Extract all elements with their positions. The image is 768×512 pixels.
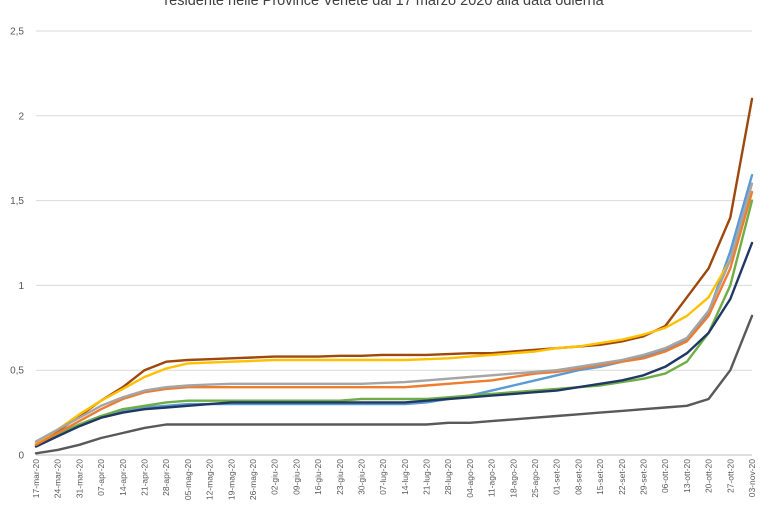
x-tick-label: 14-apr-20: [118, 459, 128, 496]
y-tick-label: 2,5: [10, 27, 24, 38]
x-tick-label: 25-ago-20: [530, 459, 540, 498]
x-tick-label: 06-ott-20: [660, 459, 670, 493]
x-tick-label: 11-ago-20: [487, 459, 497, 497]
series-line-8: [34, 314, 754, 455]
y-tick-label: 0: [18, 451, 24, 462]
x-tick-label: 07-lug-20: [378, 459, 388, 495]
y-tick-label: 0,5: [10, 366, 24, 377]
x-tick-label: 02-giu-20: [270, 459, 280, 495]
series-line-1: [34, 97, 754, 446]
x-tick-label: 27-ott-20: [725, 459, 735, 493]
x-tick-label: 12-mag-20: [205, 459, 215, 500]
x-tick-label: 09-giu-20: [291, 459, 301, 495]
x-tick-label: 17-mar-20: [31, 459, 41, 498]
y-tick-label: 1: [18, 281, 24, 292]
series-line-4: [34, 241, 754, 448]
series-line-5: [34, 190, 754, 445]
x-tick-label: 14-lug-20: [400, 459, 410, 495]
x-tick-label: 26-mag-20: [248, 459, 258, 500]
x-tick-label: 16-giu-20: [313, 459, 323, 495]
x-tick-label: 07-apr-20: [96, 459, 106, 496]
chart-title: residente nelle Province Venete dal 17 m…: [164, 0, 604, 9]
x-tick-label: 01-set-20: [552, 459, 562, 495]
x-tick-label: 05-mag-20: [183, 459, 193, 500]
x-tick-label: 22-set-20: [617, 459, 627, 495]
y-tick-label: 2: [18, 111, 24, 122]
x-tick-label: 04-ago-20: [465, 459, 475, 498]
series-line-6: [34, 190, 754, 446]
x-tick-label: 29-set-20: [639, 459, 649, 495]
x-tick-label: 31-mar-20: [74, 459, 84, 498]
y-tick-label: 1,5: [10, 196, 24, 207]
x-tick-label: 21-lug-20: [422, 459, 432, 495]
series-line-3: [34, 199, 754, 446]
x-tick-label: 13-ott-20: [682, 459, 692, 493]
x-tick-label: 18-ago-20: [508, 459, 518, 498]
x-tick-label: 28-apr-20: [161, 459, 171, 496]
x-tick-label: 21-apr-20: [139, 459, 149, 496]
x-tick-label: 08-set-20: [573, 459, 583, 495]
x-tick-label: 23-giu-20: [335, 459, 345, 495]
series-line-7: [34, 182, 754, 443]
x-tick-label: 24-mar-20: [53, 459, 63, 498]
x-tick-label: 15-set-20: [595, 459, 605, 495]
x-tick-label: 20-ott-20: [704, 459, 714, 493]
x-tick-label: 28-lug-20: [443, 459, 453, 495]
x-tick-label: 30-giu-20: [356, 459, 366, 495]
x-tick-label: 03-nov-20: [747, 459, 757, 498]
x-tick-label: 19-mag-20: [226, 459, 236, 500]
